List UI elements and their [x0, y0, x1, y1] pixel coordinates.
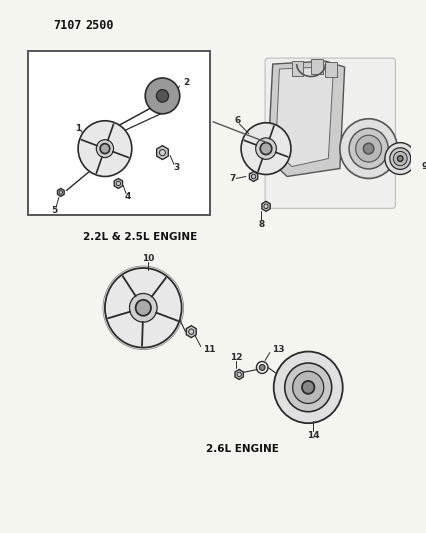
Circle shape	[145, 78, 179, 114]
Polygon shape	[234, 369, 243, 379]
Polygon shape	[261, 201, 270, 211]
Text: 2.6L ENGINE: 2.6L ENGINE	[205, 444, 278, 454]
Circle shape	[96, 140, 113, 158]
Polygon shape	[58, 188, 64, 196]
Text: 13: 13	[271, 345, 284, 354]
Circle shape	[273, 352, 342, 423]
Text: 14: 14	[306, 431, 319, 440]
Circle shape	[105, 268, 181, 348]
Bar	[291, 61, 303, 76]
Circle shape	[384, 143, 414, 174]
Text: 2500: 2500	[86, 19, 114, 33]
Circle shape	[156, 90, 168, 102]
Circle shape	[292, 372, 323, 403]
Circle shape	[397, 156, 402, 161]
Text: 8: 8	[257, 220, 264, 229]
Polygon shape	[186, 326, 196, 337]
Text: 7: 7	[229, 174, 235, 183]
Circle shape	[135, 300, 151, 316]
Polygon shape	[275, 67, 332, 166]
Text: 2: 2	[183, 78, 190, 87]
Text: 3: 3	[173, 163, 179, 172]
Circle shape	[259, 365, 265, 370]
Polygon shape	[156, 146, 168, 159]
Circle shape	[78, 121, 132, 176]
Text: 5: 5	[51, 206, 57, 215]
Text: 4: 4	[124, 192, 131, 201]
Circle shape	[284, 363, 331, 411]
Bar	[325, 62, 336, 77]
Circle shape	[389, 148, 410, 169]
Bar	[311, 59, 322, 74]
Text: 11: 11	[202, 345, 215, 354]
Polygon shape	[267, 61, 344, 176]
Text: 1: 1	[75, 124, 81, 133]
Circle shape	[348, 128, 387, 169]
Circle shape	[355, 135, 381, 162]
Circle shape	[255, 138, 276, 159]
Text: 12: 12	[230, 353, 242, 362]
Text: 7107: 7107	[53, 19, 81, 33]
FancyBboxPatch shape	[265, 58, 394, 208]
Text: 9: 9	[421, 162, 426, 171]
Bar	[28, 51, 210, 215]
Text: 6: 6	[233, 116, 240, 125]
Text: 10: 10	[141, 254, 154, 263]
Circle shape	[392, 151, 406, 166]
Polygon shape	[249, 172, 257, 181]
Circle shape	[129, 294, 157, 322]
Circle shape	[100, 144, 109, 154]
Circle shape	[301, 381, 314, 394]
Circle shape	[241, 123, 290, 174]
Circle shape	[339, 119, 397, 179]
Circle shape	[260, 143, 271, 155]
Circle shape	[363, 143, 373, 154]
Text: 2.2L & 2.5L ENGINE: 2.2L & 2.5L ENGINE	[83, 232, 197, 242]
Polygon shape	[114, 179, 122, 188]
